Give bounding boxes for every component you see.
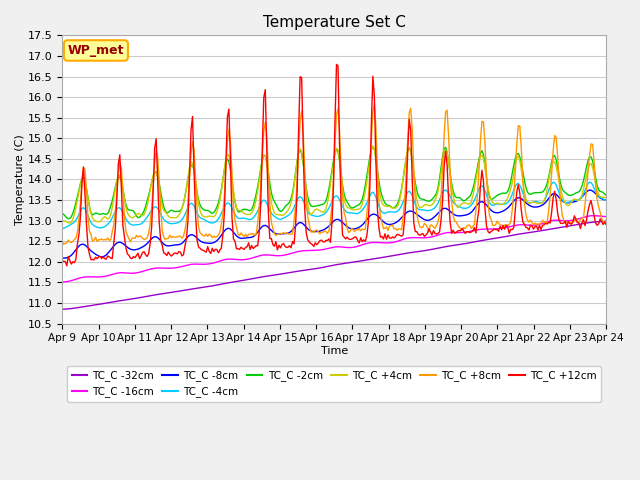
TC_C +4cm <box>602 194 610 200</box>
TC_C +12cm <box>575 220 583 226</box>
TC_C -2cm <box>575 189 583 195</box>
TC_C -16cm <box>125 270 132 276</box>
TC_C -4cm <box>296 194 304 200</box>
X-axis label: Time: Time <box>321 346 348 356</box>
Line: TC_C -32cm: TC_C -32cm <box>62 221 606 309</box>
TC_C +8cm <box>575 219 583 225</box>
Line: TC_C -4cm: TC_C -4cm <box>62 182 606 228</box>
TC_C -8cm <box>296 220 304 226</box>
TC_C +12cm <box>298 75 305 81</box>
TC_C +4cm <box>575 198 583 204</box>
TC_C +4cm <box>66 220 74 226</box>
TC_C +4cm <box>222 156 230 162</box>
TC_C -4cm <box>248 216 255 222</box>
TC_C -16cm <box>296 248 304 254</box>
TC_C -16cm <box>221 257 228 263</box>
TC_C +12cm <box>240 246 248 252</box>
TC_C +4cm <box>250 208 257 214</box>
TC_C +8cm <box>222 165 230 171</box>
Line: TC_C +8cm: TC_C +8cm <box>62 104 606 244</box>
TC_C -8cm <box>602 197 610 203</box>
TC_C -32cm <box>296 268 304 274</box>
TC_C -32cm <box>572 222 580 228</box>
TC_C -2cm <box>222 159 230 165</box>
TC_C -16cm <box>572 216 580 222</box>
TC_C -8cm <box>239 235 246 241</box>
TC_C +4cm <box>58 218 66 224</box>
TC_C -4cm <box>572 197 580 203</box>
TC_C +4cm <box>127 214 134 220</box>
TC_C -4cm <box>586 179 593 185</box>
TC_C -2cm <box>602 192 610 198</box>
TC_C -8cm <box>572 198 580 204</box>
TC_C -2cm <box>127 207 134 213</box>
TC_C +12cm <box>127 255 134 261</box>
TC_C +12cm <box>63 263 70 269</box>
Title: Temperature Set C: Temperature Set C <box>263 15 406 30</box>
TC_C -4cm <box>125 220 132 226</box>
TC_C +4cm <box>240 210 248 216</box>
Line: TC_C +4cm: TC_C +4cm <box>62 146 606 223</box>
TC_C -8cm <box>248 234 255 240</box>
Line: TC_C -2cm: TC_C -2cm <box>62 146 606 219</box>
TC_C +8cm <box>602 216 610 222</box>
Line: TC_C +12cm: TC_C +12cm <box>62 64 606 266</box>
TC_C -16cm <box>590 213 598 218</box>
Text: WP_met: WP_met <box>68 44 124 57</box>
TC_C -8cm <box>586 187 593 193</box>
TC_C +8cm <box>60 241 68 247</box>
TC_C -16cm <box>248 255 255 261</box>
TC_C +8cm <box>127 239 134 245</box>
TC_C -2cm <box>240 206 248 212</box>
TC_C -16cm <box>58 279 66 285</box>
TC_C -8cm <box>125 245 132 251</box>
TC_C -32cm <box>248 276 255 282</box>
TC_C +12cm <box>222 160 230 166</box>
TC_C +8cm <box>240 233 248 239</box>
TC_C -16cm <box>239 257 246 263</box>
TC_C -4cm <box>239 216 246 221</box>
TC_C -32cm <box>239 277 246 283</box>
TC_C -8cm <box>58 255 66 261</box>
TC_C +12cm <box>602 222 610 228</box>
TC_C +12cm <box>250 246 257 252</box>
TC_C -32cm <box>125 297 132 302</box>
TC_C +4cm <box>369 143 377 149</box>
TC_C -4cm <box>221 204 228 210</box>
TC_C +8cm <box>371 101 378 107</box>
TC_C +8cm <box>250 230 257 236</box>
TC_C +8cm <box>58 238 66 244</box>
TC_C +12cm <box>333 61 340 67</box>
TC_C -8cm <box>221 228 228 234</box>
TC_C -4cm <box>58 226 66 231</box>
TC_C -2cm <box>369 144 377 149</box>
Line: TC_C -16cm: TC_C -16cm <box>62 216 606 282</box>
TC_C -2cm <box>298 151 305 156</box>
TC_C -2cm <box>65 216 72 222</box>
Legend: TC_C -32cm, TC_C -16cm, TC_C -8cm, TC_C -4cm, TC_C -2cm, TC_C +4cm, TC_C +8cm, T: TC_C -32cm, TC_C -16cm, TC_C -8cm, TC_C … <box>67 366 601 402</box>
TC_C -32cm <box>58 306 66 312</box>
TC_C +8cm <box>298 108 305 114</box>
Y-axis label: Temperature (C): Temperature (C) <box>15 134 25 225</box>
Line: TC_C -8cm: TC_C -8cm <box>62 190 606 258</box>
TC_C +12cm <box>58 257 66 263</box>
TC_C -2cm <box>250 203 257 209</box>
TC_C -2cm <box>58 210 66 216</box>
TC_C -4cm <box>602 198 610 204</box>
TC_C -32cm <box>221 281 228 287</box>
TC_C -16cm <box>602 214 610 219</box>
TC_C +4cm <box>298 149 305 155</box>
TC_C -32cm <box>602 218 610 224</box>
